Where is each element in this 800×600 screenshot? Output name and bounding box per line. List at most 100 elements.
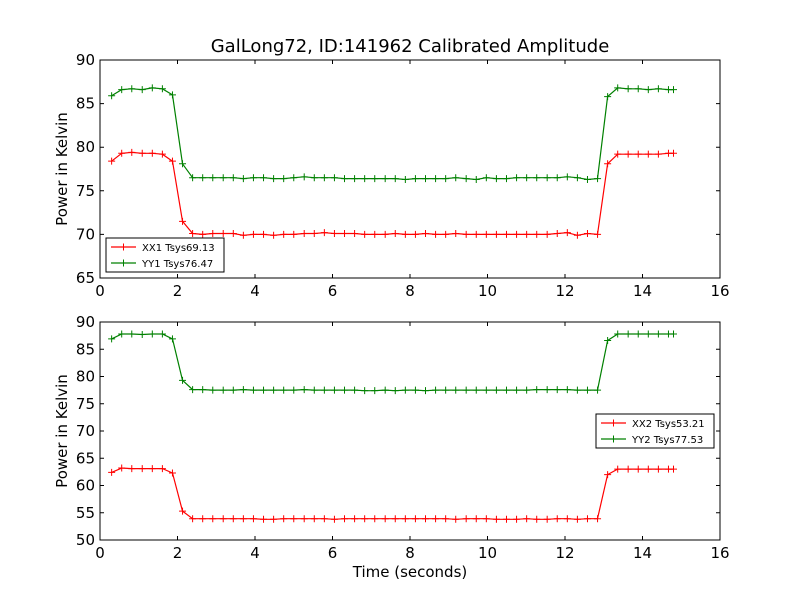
- data-point: [219, 386, 227, 394]
- data-point: [229, 386, 237, 394]
- data-point: [290, 515, 298, 523]
- data-point: [583, 515, 591, 523]
- data-point: [310, 174, 318, 182]
- data-point: [290, 174, 298, 182]
- data-point: [411, 175, 419, 183]
- data-point: [361, 515, 369, 523]
- legend-marker: [610, 419, 617, 427]
- legend-label: XX2 Tsys53.21: [632, 419, 705, 430]
- data-point: [118, 464, 126, 472]
- data-point: [472, 515, 480, 523]
- data-point: [300, 386, 308, 394]
- data-point: [492, 175, 500, 183]
- y-axis-label: Power in Kelvin: [53, 112, 71, 226]
- data-point: [422, 515, 429, 523]
- data-point: [604, 160, 612, 168]
- data-point: [209, 386, 217, 394]
- data-point: [513, 174, 521, 182]
- data-point: [614, 330, 622, 338]
- data-point: [199, 174, 207, 182]
- data-point: [482, 174, 490, 182]
- data-point: [330, 230, 338, 238]
- data-point: [280, 230, 288, 238]
- data-point: [179, 160, 187, 168]
- data-point: [523, 515, 531, 523]
- data-point: [108, 157, 116, 165]
- data-point: [543, 230, 551, 238]
- y-tick-label: 55: [76, 504, 95, 522]
- data-point: [128, 85, 136, 93]
- x-tick-label: 16: [710, 282, 729, 300]
- data-point: [670, 465, 677, 473]
- data-point: [523, 386, 531, 394]
- data-point: [260, 386, 268, 394]
- data-point: [249, 515, 257, 523]
- data-point: [270, 386, 278, 394]
- data-point: [351, 386, 359, 394]
- data-point: [624, 150, 632, 158]
- data-point: [614, 150, 622, 158]
- legend: XX2 Tsys53.21 YY2 Tsys77.53: [595, 413, 715, 449]
- data-point: [573, 174, 581, 182]
- data-point: [462, 515, 470, 523]
- data-point: [391, 387, 399, 395]
- data-point: [670, 330, 677, 338]
- data-point: [644, 86, 652, 94]
- data-point: [239, 175, 247, 183]
- top-panel: 0 2 4 6 8 10 12 14 16 65 70 75 80 85 90 Power in Kelvin…: [53, 51, 730, 300]
- data-point: [462, 175, 470, 183]
- data-point: [533, 230, 541, 238]
- data-point: [634, 85, 642, 93]
- data-point: [654, 330, 662, 338]
- data-point: [543, 386, 551, 394]
- x-tick-label: 14: [633, 282, 652, 300]
- legend: XX1 Tsys69.13 YY1 Tsys76.47: [105, 237, 225, 273]
- y-tick-label: 50: [76, 531, 95, 549]
- data-point: [553, 230, 561, 238]
- data-point: [583, 175, 591, 183]
- data-point: [624, 85, 632, 93]
- data-point: [168, 469, 176, 477]
- data-point: [138, 149, 146, 157]
- data-point: [199, 386, 207, 394]
- data-point: [168, 335, 176, 343]
- data-point: [583, 230, 591, 238]
- y-tick-label: 80: [76, 368, 95, 386]
- data-point: [452, 230, 460, 238]
- data-point: [482, 230, 490, 238]
- data-point: [634, 465, 642, 473]
- data-point: [148, 330, 156, 338]
- y-tick-label: 65: [76, 449, 95, 467]
- data-point: [108, 92, 116, 100]
- data-point: [472, 386, 480, 394]
- data-point: [290, 230, 298, 238]
- data-point: [168, 91, 176, 99]
- data-point: [320, 229, 328, 237]
- data-point: [594, 230, 602, 238]
- data-point: [108, 335, 116, 343]
- data-point: [452, 515, 460, 523]
- data-point: [189, 230, 197, 238]
- data-point: [644, 150, 652, 158]
- data-point: [594, 515, 602, 523]
- data-point: [330, 515, 338, 523]
- data-point: [128, 330, 136, 338]
- data-point: [249, 386, 257, 394]
- data-point: [502, 515, 510, 523]
- data-point: [543, 515, 551, 523]
- x-tick-label: 0: [95, 544, 105, 562]
- x-tick-label: 2: [173, 544, 183, 562]
- y-tick-label: 75: [76, 182, 95, 200]
- data-point: [492, 515, 500, 523]
- data-point: [563, 515, 571, 523]
- data-point: [442, 230, 450, 238]
- data-point: [594, 386, 602, 394]
- data-point: [219, 230, 227, 238]
- data-point: [138, 465, 146, 473]
- data-point: [614, 465, 622, 473]
- data-point: [401, 230, 409, 238]
- data-point: [158, 85, 166, 93]
- data-point: [310, 515, 318, 523]
- bottom-panel: 0 2 4 6 8 10 12 14 16 50 55 60 65 70 75 80 85 90 Power in …: [53, 313, 730, 581]
